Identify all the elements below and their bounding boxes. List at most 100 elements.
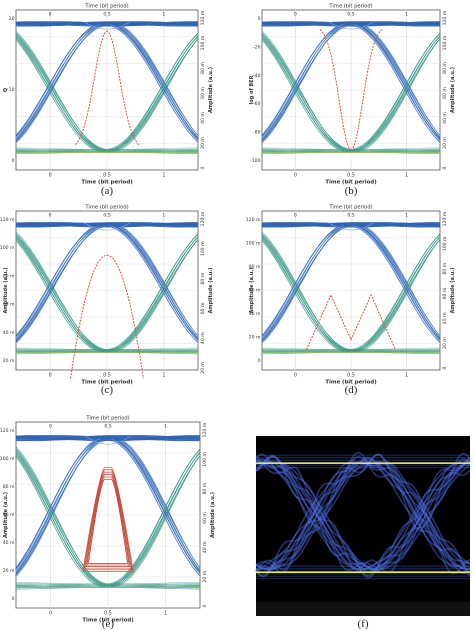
top-tick-label: 0 bbox=[49, 424, 52, 430]
y-tick-label: 120 m bbox=[0, 217, 15, 223]
right-tick-label: 40 m bbox=[200, 112, 206, 124]
y-tick-label: 20 m bbox=[3, 568, 15, 574]
top-tick-label: 0.5 bbox=[104, 424, 111, 430]
y-tick-label: 0 bbox=[258, 358, 261, 364]
threshold-curve bbox=[306, 293, 396, 350]
x-tick-label: 1 bbox=[405, 173, 408, 179]
right-tick-label: 120 m bbox=[200, 211, 206, 226]
panel-f-scope-photo: (f) bbox=[255, 436, 471, 630]
right-tick-label: 0 bbox=[442, 166, 448, 169]
y-tick-label: 0 bbox=[12, 596, 15, 602]
scope-trace bbox=[255, 453, 471, 574]
y-tick-label: 100 m bbox=[246, 241, 261, 247]
x-tick-label: 1 bbox=[162, 173, 165, 179]
right-tick-label: 40 m bbox=[200, 332, 206, 344]
right-axis-label: Amplitude (a.u.) bbox=[208, 67, 214, 113]
x-tick-label: 0 bbox=[49, 173, 52, 179]
top-tick-label: 0.5 bbox=[347, 12, 354, 18]
right-tick-label: 80 m bbox=[202, 482, 208, 494]
right-tick-label: 100 m bbox=[442, 35, 448, 50]
y-tick-label: -80 bbox=[253, 130, 261, 136]
eye-trace-high-rail bbox=[15, 438, 200, 442]
scope-trace bbox=[255, 453, 471, 577]
right-tick-label: 100 m bbox=[200, 35, 206, 50]
y-tick-label: 40 m bbox=[3, 540, 15, 546]
right-axis-label: Amplitude (a.u.) bbox=[450, 267, 456, 313]
top-tick-label: 0.5 bbox=[103, 12, 110, 18]
right-tick-label: 0 bbox=[202, 604, 208, 607]
y-tick-label: 120 m bbox=[0, 428, 15, 434]
scope-trace bbox=[255, 452, 471, 579]
eye-trace-low-rail bbox=[15, 582, 200, 585]
eye-trace-overshoot bbox=[328, 21, 374, 30]
scope-trace bbox=[255, 457, 471, 572]
right-tick-label: 20 m bbox=[200, 362, 206, 374]
q-factor-curve bbox=[74, 30, 140, 146]
x-axis-label: Time (bit period) bbox=[325, 180, 376, 186]
analysis-overlay bbox=[306, 293, 396, 350]
eye-trace-high-rail bbox=[16, 435, 201, 438]
analysis-overlay bbox=[319, 29, 383, 151]
eye-trace-overshoot bbox=[84, 222, 130, 231]
top-axis-title: Time (bit period) bbox=[328, 205, 372, 211]
x-axis-label: Time (bit period) bbox=[325, 380, 376, 386]
top-tick-label: 0 bbox=[294, 213, 297, 219]
eye-trace-high-rail bbox=[16, 438, 201, 441]
top-axis-title: Time (bit period) bbox=[84, 4, 128, 10]
ber-contour bbox=[85, 473, 131, 567]
top-tick-label: 1 bbox=[164, 424, 167, 430]
scope-trace bbox=[255, 460, 470, 570]
eye-height-curve bbox=[70, 254, 144, 379]
eye-trace-high-rail bbox=[15, 24, 198, 27]
scope-trace bbox=[255, 460, 471, 570]
right-tick-label: 80 m bbox=[200, 62, 206, 74]
top-tick-label: 1 bbox=[405, 213, 408, 219]
x-tick-label: 0 bbox=[49, 611, 52, 617]
y-tick-label: 80 m bbox=[3, 273, 15, 279]
scope-trace bbox=[255, 455, 471, 572]
y-tick-label: 60 m bbox=[249, 288, 261, 294]
eye-trace-rising bbox=[15, 225, 199, 343]
y-tick-label: 60 m bbox=[3, 512, 15, 518]
eye-trace-rising bbox=[261, 24, 441, 143]
eye-trace-overshoot bbox=[328, 222, 374, 231]
analysis-overlay bbox=[74, 30, 140, 146]
right-tick-label: 100 m bbox=[202, 451, 208, 466]
scope-bottom-band bbox=[256, 602, 470, 616]
eye-traces bbox=[261, 222, 441, 355]
right-tick-label: 120 m bbox=[442, 10, 448, 25]
eye-trace-low-rail bbox=[15, 147, 198, 150]
x-tick-label: 1 bbox=[162, 373, 165, 379]
y-tick-label: 0 bbox=[258, 16, 261, 22]
top-tick-label: 0 bbox=[294, 12, 297, 18]
y-tick-label: 120 m bbox=[246, 217, 261, 223]
x-tick-label: 0.5 bbox=[347, 173, 355, 179]
eye-traces bbox=[15, 222, 199, 355]
right-tick-label: 40 m bbox=[442, 312, 448, 324]
eye-trace-rising bbox=[261, 225, 441, 343]
y-tick-label: 10 bbox=[9, 87, 15, 93]
right-tick-label: 20 m bbox=[200, 137, 206, 149]
ber-contour bbox=[84, 471, 132, 569]
top-axis-title: Time (bit period) bbox=[328, 4, 372, 10]
right-tick-label: 60 m bbox=[442, 87, 448, 99]
right-tick-label: 40 m bbox=[442, 112, 448, 124]
panel-d: Time (bit period) 0 0.5 1 0 0.5 1 Time (bit per… bbox=[246, 205, 456, 397]
right-tick-label: 60 m bbox=[442, 287, 448, 299]
eye-trace-low-rail bbox=[16, 347, 198, 350]
right-tick-label: 0 bbox=[442, 366, 448, 369]
right-tick-label: 20 m bbox=[202, 570, 208, 582]
right-axis-label: Amplitude (a.u.) bbox=[208, 267, 214, 313]
y-tick-label: 100 m bbox=[0, 245, 15, 251]
eye-trace-overshoot bbox=[84, 21, 130, 30]
right-tick-label: 0 bbox=[200, 166, 206, 169]
eye-trace-high-rail bbox=[261, 24, 440, 27]
y-tick-label: -60 bbox=[253, 101, 261, 107]
x-axis-label: Time (bit period) bbox=[81, 380, 132, 386]
panel-caption: (b) bbox=[345, 185, 358, 197]
ber-contour bbox=[86, 476, 130, 566]
y-tick-label: -20 bbox=[253, 44, 261, 50]
right-tick-label: 80 m bbox=[442, 262, 448, 274]
x-tick-label: 0.5 bbox=[103, 173, 111, 179]
